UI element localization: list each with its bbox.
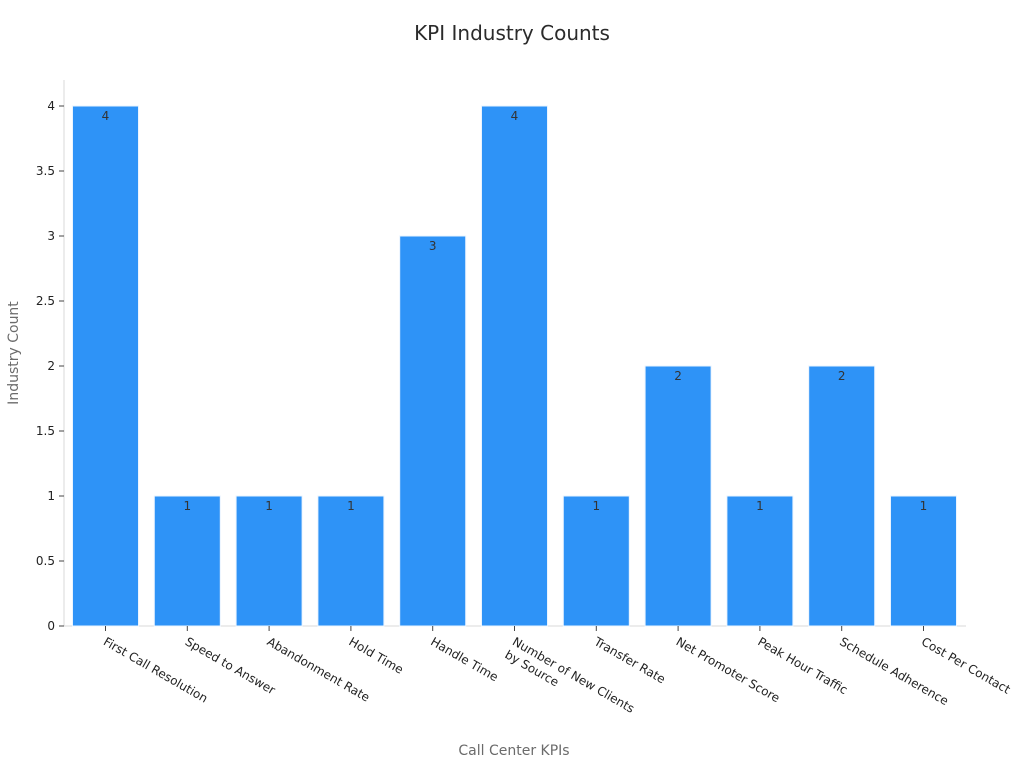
bar: [726, 495, 794, 627]
y-axis-title: Industry Count: [6, 301, 22, 405]
bar-value-label: 4: [102, 109, 110, 123]
x-axis-title: Call Center KPIs: [458, 743, 569, 759]
bar-value-label: 3: [429, 239, 437, 253]
bar: [481, 105, 548, 627]
bar: [399, 235, 467, 627]
bar: [562, 495, 630, 627]
bar-value-label: 1: [756, 499, 764, 513]
y-tick-label: 4: [47, 99, 55, 113]
y-tick-label: 3: [47, 229, 55, 243]
y-tick-label: 1.5: [36, 424, 55, 438]
bar: [890, 495, 957, 627]
x-tick-label: Transfer Rate: [591, 634, 668, 686]
x-tick-label: Handle Time: [428, 634, 500, 684]
bar-value-label: 1: [183, 499, 191, 513]
bar-value-label: 1: [347, 499, 355, 513]
y-tick-label: 2: [47, 359, 55, 373]
y-tick-label: 0: [47, 619, 55, 633]
bar: [808, 365, 876, 627]
bar: [644, 365, 712, 627]
y-ticks: 0 0.5 1 1.5 2 2.5 3 3.5 4: [36, 99, 64, 633]
chart-title: KPI Industry Counts: [414, 21, 610, 45]
bar: [72, 105, 139, 627]
bar: [153, 495, 221, 627]
y-tick-label: 1: [47, 489, 55, 503]
bar-value-label: 2: [674, 369, 682, 383]
y-tick-label: 3.5: [36, 164, 55, 178]
bar: [235, 495, 303, 627]
y-tick-label: 0.5: [36, 554, 55, 568]
bars: [72, 105, 957, 627]
x-tick-label: Hold Time: [346, 634, 405, 676]
data-labels: 4 1 1 1 3 4 1 2 1 2 1: [102, 109, 928, 513]
bar-value-label: 1: [920, 499, 928, 513]
bar-value-label: 1: [265, 499, 273, 513]
bar: [317, 495, 385, 627]
bar-value-label: 2: [838, 369, 846, 383]
bar-value-label: 4: [511, 109, 519, 123]
y-tick-label: 2.5: [36, 294, 55, 308]
bar-value-label: 1: [592, 499, 600, 513]
